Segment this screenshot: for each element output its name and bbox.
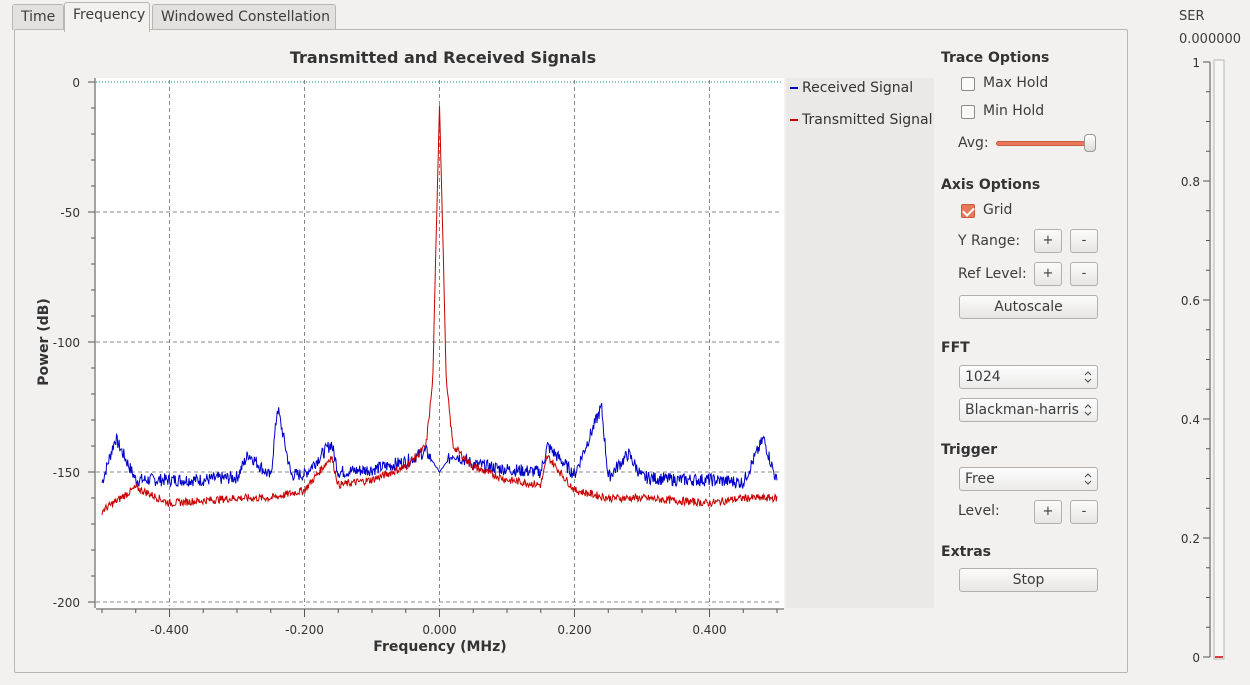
ser-bar-track [1213, 59, 1225, 660]
spin-arrows-icon [1084, 404, 1092, 416]
ser-title: SER [1179, 9, 1205, 24]
tab-label: Time [21, 9, 56, 25]
autoscale-button[interactable]: Autoscale [959, 295, 1098, 319]
legend-transmitted-signal[interactable]: Transmitted Signal [790, 112, 932, 128]
min-hold-label: Min Hold [983, 103, 1045, 119]
legend-label: Received Signal [802, 80, 914, 96]
y-tick-label: -50 [60, 206, 80, 220]
x-tick-label: -0.400 [150, 623, 189, 637]
avg-slider-handle[interactable] [1084, 134, 1096, 152]
chart-legend: Received Signal Transmitted Signal [786, 78, 934, 608]
x-tick-label: -0.200 [285, 623, 324, 637]
ref-level-plus-button[interactable]: + [1034, 262, 1062, 286]
fft-window-combo[interactable]: Blackman-harris [959, 398, 1098, 422]
avg-label: Avg: [958, 135, 989, 151]
tab-label: Windowed Constellation [161, 9, 330, 25]
ref-level-label: Ref Level: [958, 266, 1027, 282]
x-axis-label: Frequency (MHz) [373, 639, 506, 655]
ser-tick-label: 0 [1192, 651, 1200, 665]
min-hold-checkbox[interactable] [961, 105, 975, 119]
y-range-minus-button[interactable]: - [1070, 229, 1098, 253]
legend-received-signal[interactable]: Received Signal [790, 80, 913, 96]
fft-size-combo[interactable]: 1024 [959, 365, 1098, 389]
trigger-heading: Trigger [941, 442, 998, 458]
level-label: Level: [958, 503, 1000, 519]
ref-level-minus-button[interactable]: - [1070, 262, 1098, 286]
stop-button[interactable]: Stop [959, 568, 1098, 592]
trigger-mode-combo[interactable]: Free [959, 467, 1098, 491]
series-line-received [101, 403, 778, 489]
ser-tick-label: 0.4 [1181, 413, 1200, 427]
max-hold-checkbox[interactable] [961, 77, 975, 91]
extras-heading: Extras [941, 544, 991, 560]
series-line-transmitted [101, 105, 778, 515]
y-tick-label: -200 [53, 596, 80, 610]
level-plus-button[interactable]: + [1034, 500, 1062, 524]
chart-title: Transmitted and Received Signals [289, 48, 597, 67]
x-tick-label: 0.400 [692, 623, 726, 637]
ser-tick-label: 0.6 [1181, 294, 1200, 308]
ser-tick-label: 0.8 [1181, 175, 1200, 189]
ser-tick-label: 1 [1192, 56, 1200, 70]
spin-arrows-icon [1084, 473, 1092, 485]
x-tick-label: 0.200 [557, 623, 591, 637]
x-tick-label: 0.000 [422, 623, 456, 637]
tab-windowed-constellation[interactable]: Windowed Constellation [152, 4, 336, 30]
tab-time[interactable]: Time [12, 4, 64, 30]
y-range-plus-button[interactable]: + [1034, 229, 1062, 253]
grid-checkbox[interactable] [961, 204, 975, 218]
ser-value: 0.000000 [1179, 32, 1242, 47]
y-axis-label: Power (dB) [36, 298, 52, 386]
y-tick-label: -150 [53, 466, 80, 480]
tab-frequency[interactable]: Frequency [64, 2, 150, 32]
trace-options-heading: Trace Options [941, 50, 1050, 66]
fft-window-value: Blackman-harris [965, 402, 1079, 418]
trigger-mode-value: Free [965, 471, 995, 487]
y-tick-label: -100 [53, 336, 80, 350]
axis-options-heading: Axis Options [941, 177, 1041, 193]
level-minus-button[interactable]: - [1070, 500, 1098, 524]
fft-size-value: 1024 [965, 369, 1001, 385]
ser-tick-label: 0.2 [1181, 532, 1200, 546]
legend-swatch [790, 87, 798, 89]
legend-swatch [790, 119, 798, 121]
fft-heading: FFT [941, 340, 970, 356]
spin-arrows-icon [1084, 371, 1092, 383]
max-hold-label: Max Hold [983, 75, 1049, 91]
y-range-label: Y Range: [958, 233, 1021, 249]
legend-label: Transmitted Signal [802, 112, 933, 128]
grid-label: Grid [983, 202, 1013, 218]
tab-label: Frequency [73, 7, 146, 23]
y-tick-label: 0 [72, 76, 80, 90]
